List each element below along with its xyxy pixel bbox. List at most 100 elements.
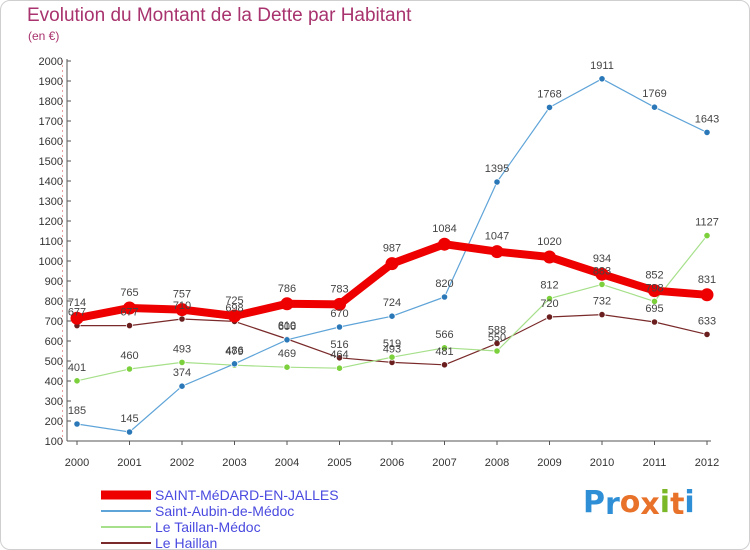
data-label: 732 bbox=[593, 296, 611, 308]
logo-letter: r bbox=[605, 487, 620, 522]
legend-item: Le Haillan bbox=[101, 535, 401, 550]
data-label: 1020 bbox=[537, 236, 561, 248]
data-point bbox=[650, 297, 659, 305]
data-point bbox=[493, 347, 501, 355]
data-point bbox=[545, 313, 554, 321]
y-tick-label: 900 bbox=[45, 276, 63, 288]
data-label: 1643 bbox=[695, 113, 719, 125]
data-point bbox=[595, 267, 609, 281]
x-tick-label: 2011 bbox=[643, 457, 667, 469]
data-point bbox=[125, 321, 134, 330]
data-point bbox=[178, 382, 186, 390]
data-point bbox=[385, 257, 399, 271]
y-tick-label: 2000 bbox=[39, 56, 63, 68]
data-label: 883 bbox=[593, 265, 611, 277]
y-tick-label: 600 bbox=[45, 336, 63, 348]
data-label: 934 bbox=[593, 253, 611, 265]
y-tick-label: 700 bbox=[45, 316, 63, 328]
data-point bbox=[440, 361, 449, 369]
data-point bbox=[703, 232, 711, 240]
legend-swatch bbox=[101, 542, 151, 544]
data-point bbox=[650, 318, 659, 326]
data-point bbox=[598, 280, 606, 288]
data-label: 725 bbox=[225, 295, 243, 307]
data-label: 610 bbox=[278, 320, 296, 332]
data-label: 710 bbox=[173, 300, 191, 312]
y-tick-label: 1000 bbox=[39, 256, 63, 268]
data-label: 493 bbox=[383, 343, 401, 355]
data-label: 698 bbox=[225, 302, 243, 314]
logo-letter: i bbox=[684, 485, 695, 520]
data-point bbox=[703, 128, 711, 136]
y-tick-label: 1400 bbox=[39, 176, 63, 188]
data-point bbox=[388, 353, 396, 361]
y-tick-label: 1800 bbox=[39, 96, 63, 108]
data-label: 677 bbox=[68, 307, 86, 319]
data-point bbox=[335, 323, 344, 331]
data-label: 1769 bbox=[642, 88, 666, 100]
proxiti-logo: Proxiti bbox=[583, 485, 695, 522]
data-point bbox=[440, 293, 449, 301]
y-tick-label: 1100 bbox=[39, 236, 63, 248]
data-point bbox=[650, 103, 659, 111]
data-label: 460 bbox=[120, 350, 138, 362]
data-point bbox=[283, 363, 291, 371]
data-label: 820 bbox=[435, 278, 453, 290]
x-tick-label: 2010 bbox=[590, 457, 614, 469]
data-point bbox=[73, 420, 81, 428]
logo-letter: x bbox=[640, 487, 660, 522]
legend-swatch bbox=[101, 490, 151, 500]
data-point bbox=[335, 364, 344, 372]
logo-letter: t bbox=[670, 487, 685, 522]
data-label: 714 bbox=[68, 297, 86, 309]
data-point bbox=[438, 237, 451, 251]
data-label: 670 bbox=[330, 308, 348, 320]
legend-item: Saint-Aubin-de-Médoc bbox=[101, 503, 401, 519]
data-label: 852 bbox=[645, 270, 663, 282]
x-tick-label: 2002 bbox=[170, 457, 194, 469]
data-point bbox=[230, 360, 239, 368]
x-tick-label: 2003 bbox=[222, 457, 246, 469]
data-point bbox=[700, 288, 714, 302]
legend-label: SAINT-MéDARD-EN-JALLES bbox=[155, 487, 339, 503]
data-label: 798 bbox=[645, 282, 663, 294]
data-point bbox=[493, 339, 501, 347]
y-tick-label: 1700 bbox=[39, 116, 63, 128]
x-tick-label: 2004 bbox=[275, 457, 299, 469]
legend-item: Le Taillan-Médoc bbox=[101, 519, 401, 535]
data-point bbox=[545, 294, 554, 303]
data-point bbox=[543, 250, 556, 264]
legend-label: Le Haillan bbox=[155, 535, 218, 550]
data-point bbox=[545, 103, 554, 112]
data-label: 479 bbox=[225, 346, 243, 358]
data-point bbox=[490, 245, 504, 259]
legend-swatch bbox=[101, 526, 151, 528]
y-tick-label: 1300 bbox=[39, 196, 63, 208]
y-tick-label: 1200 bbox=[39, 216, 63, 228]
series-line bbox=[76, 78, 708, 433]
x-tick-label: 2005 bbox=[327, 457, 351, 469]
data-label: 145 bbox=[120, 413, 138, 425]
data-point bbox=[598, 310, 606, 319]
x-tick-label: 2012 bbox=[695, 457, 719, 469]
data-label: 1395 bbox=[485, 163, 509, 175]
y-tick-label: 400 bbox=[45, 376, 63, 388]
x-tick-label: 2007 bbox=[432, 457, 456, 469]
data-point bbox=[703, 330, 711, 338]
legend-label: Saint-Aubin-de-Médoc bbox=[155, 503, 295, 519]
chart-subtitle: (en €) bbox=[28, 29, 60, 43]
legend: SAINT-MéDARD-EN-JALLES Saint-Aubin-de-Méd… bbox=[101, 487, 401, 550]
y-tick-label: 1900 bbox=[39, 76, 63, 88]
data-label: 374 bbox=[173, 367, 191, 379]
data-point bbox=[123, 301, 136, 315]
y-tick-label: 300 bbox=[45, 396, 63, 408]
data-point bbox=[280, 297, 294, 311]
data-point bbox=[440, 344, 449, 352]
data-label: 724 bbox=[383, 297, 401, 309]
legend-item: SAINT-MéDARD-EN-JALLES bbox=[101, 487, 401, 503]
x-tick-label: 2001 bbox=[117, 457, 141, 469]
data-point bbox=[283, 336, 291, 344]
data-point bbox=[178, 315, 186, 323]
data-label: 469 bbox=[278, 348, 296, 360]
